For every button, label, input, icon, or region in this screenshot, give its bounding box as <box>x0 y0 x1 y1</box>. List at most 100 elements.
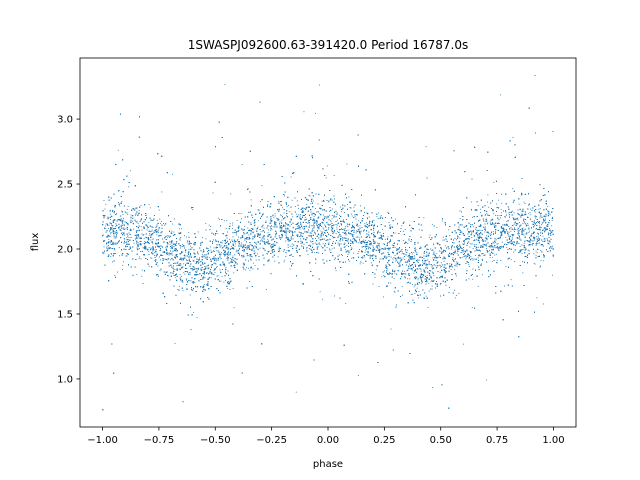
scatter-point <box>333 241 334 242</box>
scatter-point <box>203 283 205 285</box>
scatter-point <box>166 235 168 237</box>
scatter-point <box>291 246 293 248</box>
scatter-point <box>505 266 507 268</box>
scatter-point <box>351 257 353 259</box>
scatter-point <box>247 227 249 229</box>
scatter-point <box>306 248 308 250</box>
scatter-point <box>359 249 360 250</box>
scatter-point <box>411 257 413 259</box>
scatter-point <box>358 251 360 252</box>
scatter-point <box>166 259 168 261</box>
scatter-point <box>476 239 478 241</box>
scatter-point <box>393 246 395 248</box>
scatter-point <box>471 201 472 203</box>
scatter-point <box>160 250 162 251</box>
scatter-point <box>404 259 406 260</box>
scatter-point <box>117 271 118 273</box>
scatter-point <box>131 229 132 231</box>
scatter-point <box>123 217 124 219</box>
scatter-point <box>269 237 271 238</box>
scatter-point <box>292 227 294 229</box>
scatter-point <box>296 228 298 229</box>
scatter-point <box>214 272 216 273</box>
scatter-point <box>389 224 391 226</box>
scatter-point <box>343 246 345 248</box>
scatter-point <box>232 224 234 226</box>
scatter-point <box>256 233 258 235</box>
scatter-point <box>121 201 123 202</box>
scatter-point <box>134 235 136 236</box>
scatter-point <box>405 242 407 243</box>
scatter-point <box>490 234 492 236</box>
scatter-point <box>512 217 514 219</box>
scatter-point <box>140 205 142 207</box>
scatter-point <box>366 222 367 224</box>
scatter-point <box>519 214 521 216</box>
scatter-point <box>374 223 376 225</box>
scatter-point <box>490 233 492 235</box>
scatter-point <box>527 241 529 243</box>
scatter-point <box>269 206 271 208</box>
scatter-point <box>501 193 502 195</box>
scatter-point <box>417 261 419 263</box>
scatter-point <box>111 227 113 229</box>
scatter-point <box>104 208 106 210</box>
scatter-point <box>543 256 545 258</box>
scatter-point <box>190 280 192 282</box>
scatter-point <box>228 238 230 240</box>
scatter-point <box>308 226 310 227</box>
scatter-point <box>226 220 228 222</box>
scatter-point <box>176 243 177 245</box>
scatter-point <box>511 234 513 235</box>
scatter-point <box>250 199 252 201</box>
scatter-point <box>193 257 195 258</box>
scatter-point <box>334 198 335 200</box>
scatter-point <box>321 200 323 202</box>
scatter-point <box>424 260 425 262</box>
scatter-point <box>456 261 458 263</box>
scatter-point <box>411 284 413 285</box>
scatter-point <box>529 208 531 210</box>
scatter-point <box>280 214 281 216</box>
scatter-point <box>436 227 438 228</box>
scatter-point <box>210 277 212 279</box>
scatter-point <box>348 241 350 243</box>
scatter-point <box>223 246 225 247</box>
scatter-point <box>111 248 113 249</box>
scatter-point <box>528 203 530 205</box>
scatter-point <box>518 233 520 234</box>
scatter-point <box>187 242 189 244</box>
scatter-point <box>441 220 443 222</box>
scatter-point <box>352 224 354 226</box>
scatter-point <box>104 228 105 230</box>
scatter-point <box>430 281 432 283</box>
scatter-point <box>475 244 477 245</box>
scatter-point <box>164 237 165 239</box>
scatter-point <box>357 242 359 244</box>
scatter-point <box>331 218 333 220</box>
scatter-point <box>194 274 195 276</box>
scatter-point <box>190 267 192 269</box>
scatter-point <box>312 229 314 231</box>
scatter-point <box>115 243 117 245</box>
scatter-point <box>414 257 416 259</box>
scatter-point <box>457 244 458 246</box>
scatter-point <box>257 220 259 222</box>
scatter-point <box>543 218 545 220</box>
scatter-point <box>262 241 264 243</box>
scatter-point <box>381 276 383 278</box>
scatter-point <box>395 218 396 220</box>
scatter-point <box>310 236 312 238</box>
scatter-point <box>265 220 267 222</box>
scatter-point <box>480 212 482 213</box>
scatter-point <box>151 257 153 259</box>
scatter-point <box>352 257 354 258</box>
scatter-point <box>181 228 182 230</box>
scatter-point <box>461 257 463 258</box>
scatter-point <box>335 270 337 272</box>
scatter-point <box>346 163 348 165</box>
scatter-point <box>533 253 535 255</box>
scatter-point <box>173 269 175 271</box>
scatter-point <box>393 257 395 259</box>
scatter-point <box>147 227 148 229</box>
